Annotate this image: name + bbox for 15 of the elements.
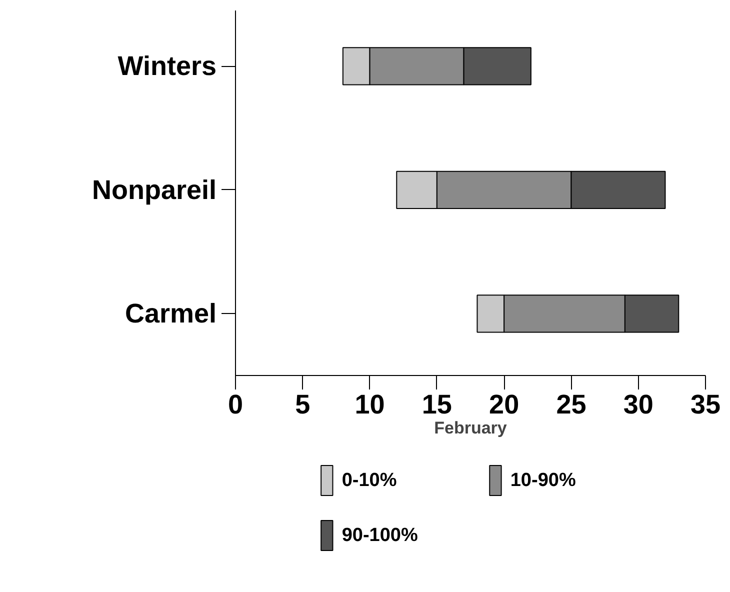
legend-label: 0-10%	[342, 470, 397, 491]
x-tick-label: 35	[690, 390, 721, 420]
x-axis-title: February	[434, 418, 508, 438]
x-tick-label: 20	[489, 390, 520, 420]
x-tick-label: 10	[354, 390, 385, 420]
x-tick-label: 15	[422, 390, 452, 420]
x-tick-label: 0	[228, 390, 244, 420]
legend-label: 10-90%	[510, 470, 576, 491]
y-tick-label: Carmel	[124, 298, 216, 329]
x-tick-label: 5	[295, 390, 310, 420]
x-tick-label: 25	[556, 390, 586, 420]
legend-label: 90-100%	[342, 525, 418, 546]
x-tick-label: 30	[623, 390, 654, 420]
y-tick-label: Nonpareil	[92, 174, 217, 205]
y-tick-label: Winters	[118, 51, 217, 82]
